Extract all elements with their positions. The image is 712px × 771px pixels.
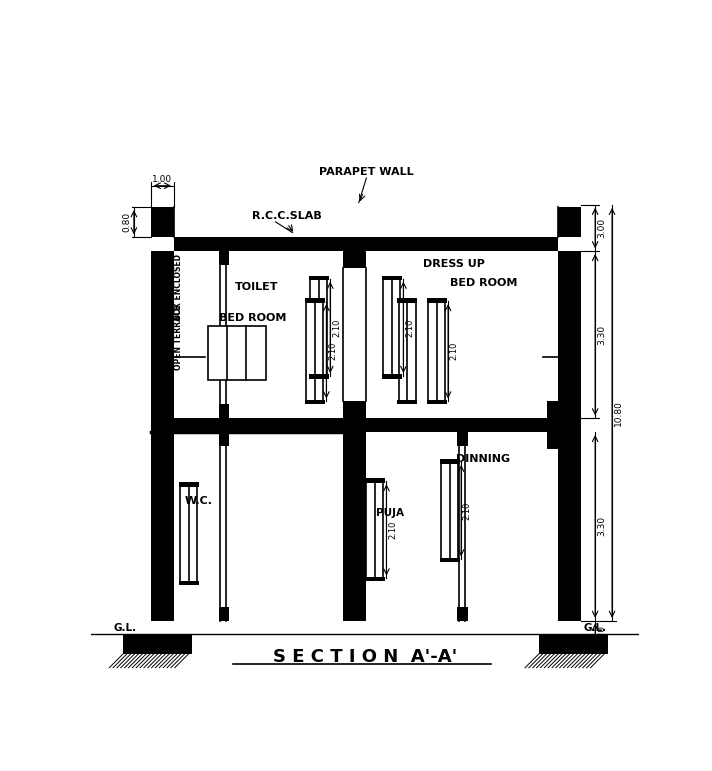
Text: 2.10: 2.10 xyxy=(405,318,414,337)
Bar xyxy=(439,557,460,562)
Bar xyxy=(426,399,446,404)
Bar xyxy=(382,276,402,281)
Text: 2.10: 2.10 xyxy=(463,501,472,520)
Text: 0.80: 0.80 xyxy=(122,212,132,232)
Text: S E C T I O N  A'-A': S E C T I O N A'-A' xyxy=(273,648,457,666)
Text: OPEN TERRACE: OPEN TERRACE xyxy=(174,305,183,370)
Text: PUJA: PUJA xyxy=(375,508,404,518)
Text: BED ROOM: BED ROOM xyxy=(219,313,286,323)
Bar xyxy=(208,326,266,380)
Bar xyxy=(383,279,400,376)
Text: 3.30: 3.30 xyxy=(597,517,606,537)
Text: 2.10: 2.10 xyxy=(328,342,337,360)
Bar xyxy=(309,276,329,281)
Text: DRESS UP: DRESS UP xyxy=(423,259,485,269)
Bar xyxy=(309,375,329,379)
Bar xyxy=(558,432,581,621)
Bar xyxy=(151,251,174,418)
Text: 10.80: 10.80 xyxy=(614,400,623,426)
Bar xyxy=(123,634,192,654)
Bar xyxy=(179,482,199,487)
Text: SUNK: SUNK xyxy=(219,423,244,431)
Text: R.C.C.SLAB: R.C.C.SLAB xyxy=(252,210,322,221)
Bar xyxy=(219,607,229,621)
Text: 2.10: 2.10 xyxy=(388,520,397,539)
Bar xyxy=(343,401,367,418)
Text: OPEN TERRACE: OPEN TERRACE xyxy=(561,305,570,370)
Bar xyxy=(343,432,367,621)
Bar xyxy=(539,634,608,654)
Bar xyxy=(397,298,417,303)
Bar xyxy=(310,279,328,376)
Bar xyxy=(179,581,199,585)
Text: DINNING: DINNING xyxy=(456,454,511,464)
Bar xyxy=(343,237,367,268)
Bar xyxy=(151,432,174,621)
Bar xyxy=(305,399,325,404)
Bar xyxy=(219,251,229,265)
Bar xyxy=(439,459,460,463)
Bar xyxy=(174,237,558,251)
Bar xyxy=(399,301,416,401)
Text: 3.30: 3.30 xyxy=(597,325,606,345)
Bar xyxy=(151,207,174,237)
Bar xyxy=(548,401,558,418)
Text: PARAPET WALL: PARAPET WALL xyxy=(319,167,414,177)
Text: 3.00: 3.00 xyxy=(597,218,606,238)
Text: 1.20: 1.20 xyxy=(597,625,606,645)
Text: G.L.: G.L. xyxy=(114,624,137,634)
Bar xyxy=(367,481,383,578)
Bar xyxy=(548,419,558,449)
Bar xyxy=(382,375,402,379)
Text: G.L.: G.L. xyxy=(584,624,607,634)
Bar xyxy=(397,399,417,404)
Bar xyxy=(219,404,229,418)
Text: BOX ENCLOSED: BOX ENCLOSED xyxy=(174,254,183,320)
Text: 2.10: 2.10 xyxy=(450,342,459,360)
Bar xyxy=(457,432,468,446)
Bar xyxy=(305,298,325,303)
Text: W.C.: W.C. xyxy=(184,497,213,507)
Text: 1.00: 1.00 xyxy=(152,175,172,184)
Bar xyxy=(306,301,323,401)
Bar xyxy=(151,418,581,432)
Text: TOILET: TOILET xyxy=(234,282,278,292)
Text: BED ROOM: BED ROOM xyxy=(450,278,517,288)
Bar xyxy=(457,607,468,621)
Bar xyxy=(558,207,581,237)
Bar xyxy=(365,478,385,483)
Bar xyxy=(180,485,197,582)
Bar xyxy=(219,432,229,446)
Bar xyxy=(558,251,581,418)
Bar xyxy=(426,298,446,303)
Bar xyxy=(558,465,581,482)
Bar xyxy=(441,462,458,559)
Bar xyxy=(428,301,445,401)
Text: 2.10: 2.10 xyxy=(332,318,341,337)
Bar xyxy=(365,577,385,581)
